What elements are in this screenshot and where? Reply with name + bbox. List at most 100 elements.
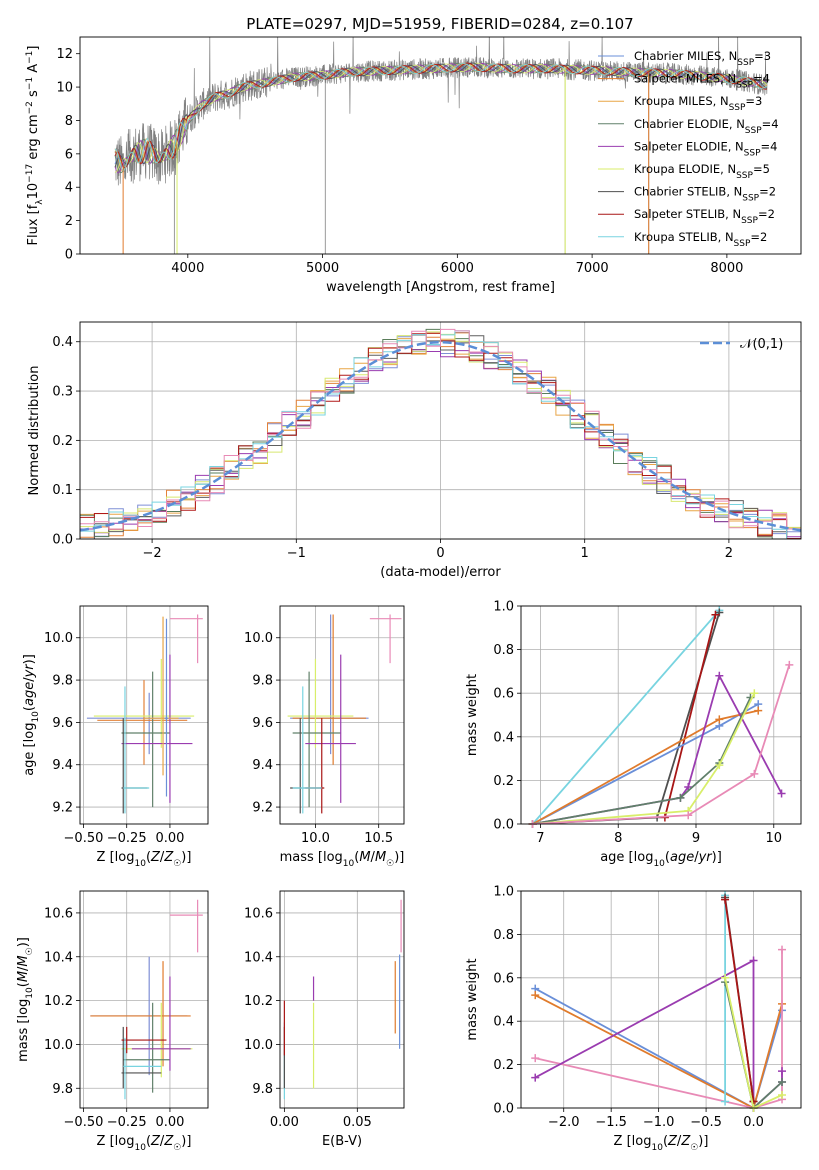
x-axis-label-part: (	[665, 850, 670, 865]
weight-line	[532, 692, 756, 824]
histogram-step	[80, 328, 801, 539]
weight-marker	[721, 1097, 730, 1106]
x-axis-label-part: Z	[150, 1134, 161, 1149]
y-tick-label: 9.8	[52, 674, 73, 689]
y-tick-label: 9.6	[252, 716, 273, 731]
weight-line	[532, 664, 791, 824]
x-tick-label: 8000	[710, 261, 743, 276]
legend-label-part: SSP	[745, 126, 762, 136]
legend-label: Chabrier MILES, NSSP=3	[634, 49, 771, 68]
y-tick-label: 0.4	[493, 730, 514, 745]
x-tick-label: −1	[287, 546, 306, 561]
x-tick-label: 0.0	[743, 1115, 764, 1130]
x-tick-label: 5000	[306, 261, 339, 276]
legend-label-part: N	[720, 94, 729, 108]
legend-label-part: N	[735, 139, 744, 153]
x-axis-label-part: (	[146, 1134, 151, 1149]
weight-marker	[721, 973, 730, 982]
x-tick-label: 10.0	[301, 831, 330, 846]
weight-marker	[711, 610, 720, 619]
weight-marker	[778, 945, 787, 954]
y-axis-label: mass [log10(M/M☉)]	[16, 937, 35, 1062]
weight-line	[534, 994, 783, 1108]
weight-marker	[754, 706, 763, 715]
legend-label-part: =4	[753, 72, 770, 86]
x-axis-label-part: (	[146, 850, 151, 865]
x-axis-label-part: Z [log	[97, 850, 135, 865]
y-tick-label: 10	[56, 81, 73, 96]
legend-label: Salpeter STELIB, NSSP=2	[634, 207, 775, 226]
y-tick-label: 10.0	[44, 631, 73, 646]
y-axis-label-part: 10	[25, 987, 35, 999]
x-axis-label-part: )]	[698, 1134, 708, 1149]
x-tick-label: 8	[614, 831, 622, 846]
legend-label-part: =3	[745, 94, 762, 108]
legend-label-part: =4	[761, 139, 778, 153]
y-axis-label-part: ]	[26, 46, 41, 51]
axes-frame	[520, 605, 802, 825]
x-tick-label: −2.0	[548, 1115, 580, 1130]
legend-label: Salpeter MILES, NSSP=4	[634, 72, 770, 91]
weight-line	[534, 987, 783, 1108]
x-tick-label: 4000	[171, 261, 204, 276]
x-tick-label: −1.5	[595, 1115, 627, 1130]
x-axis-label: Z [log10(Z/Z☉)]	[97, 850, 192, 869]
legend-label-part: =2	[758, 207, 775, 221]
age-vs-metallicity-panel: −0.50 −0.25 0.009.29.49.69.810.0Z [log10(Z…	[22, 605, 209, 869]
legend-label-part: N	[725, 230, 734, 244]
y-tick-label: 0.0	[52, 533, 73, 548]
y-tick-label: 8	[65, 114, 73, 129]
x-axis-label-part: age	[670, 850, 694, 865]
x-axis-label-part: Z	[163, 1134, 174, 1149]
x-axis-label-part: /	[160, 1134, 165, 1149]
x-axis-label: mass [log10(M/M☉)]	[280, 850, 405, 869]
y-axis-label-part: age [log	[22, 723, 37, 776]
axes-frame	[279, 605, 405, 825]
y-axis-label-part: M	[16, 971, 31, 982]
weight-line	[532, 609, 720, 824]
weight-marker	[715, 715, 724, 724]
y-tick-label: 9.2	[52, 801, 73, 816]
x-axis-label-part: mass [log	[280, 850, 343, 865]
y-axis-label: mass weight	[465, 958, 480, 1040]
x-axis-label-part: Z	[150, 850, 161, 865]
weight-marker	[721, 895, 730, 904]
y-axis-label-part: λ	[35, 199, 45, 205]
figure-title: PLATE=0297, MJD=51959, FIBERID=0284, z=0…	[246, 15, 633, 33]
weight-marker	[778, 1090, 787, 1099]
x-tick-label: 7000	[576, 261, 609, 276]
weight-marker	[684, 811, 693, 820]
x-tick-label: 10.5	[364, 831, 393, 846]
y-axis-label-part: )]	[16, 937, 31, 947]
x-axis-label-part: )]	[712, 850, 722, 865]
y-axis-label-part: erg cm	[26, 114, 41, 163]
x-tick-label: −2	[143, 546, 162, 561]
y-tick-label: 10.2	[244, 994, 273, 1009]
legend-label: 𝒩(0,1)	[740, 337, 783, 352]
legend-label-part: SSP	[729, 103, 746, 113]
x-tick-label: 9	[692, 831, 700, 846]
legend-label-part: =4	[762, 117, 779, 131]
y-tick-label: 10.6	[44, 906, 73, 921]
y-tick-label: 1.0	[493, 885, 514, 900]
x-axis-label-part: /	[371, 850, 376, 865]
x-axis-label-part: Z	[163, 850, 174, 865]
y-axis-label-part: M	[16, 955, 31, 966]
x-axis-label-part: 10	[343, 859, 355, 869]
y-axis-label-part: Normed distribution	[27, 366, 42, 496]
y-axis-label-part: A	[26, 64, 41, 77]
legend-label-part: N	[727, 162, 736, 176]
legend-label-part: Chabrier STELIB,	[634, 185, 734, 199]
mass-vs-extinction-panel: 0.00 0.05 9.8 10.0 10.2 10.4 10.6 E(B-V)	[244, 890, 405, 1149]
x-axis-label-part: (	[663, 1134, 668, 1149]
legend-label-part: SSP	[736, 171, 753, 181]
y-tick-label: 0.0	[493, 818, 514, 833]
x-axis-label-part: /	[160, 850, 165, 865]
x-axis-label-part: M	[375, 850, 386, 865]
y-tick-label: 9.4	[52, 758, 73, 773]
weight-marker	[785, 660, 794, 669]
axes-frame	[79, 321, 802, 540]
